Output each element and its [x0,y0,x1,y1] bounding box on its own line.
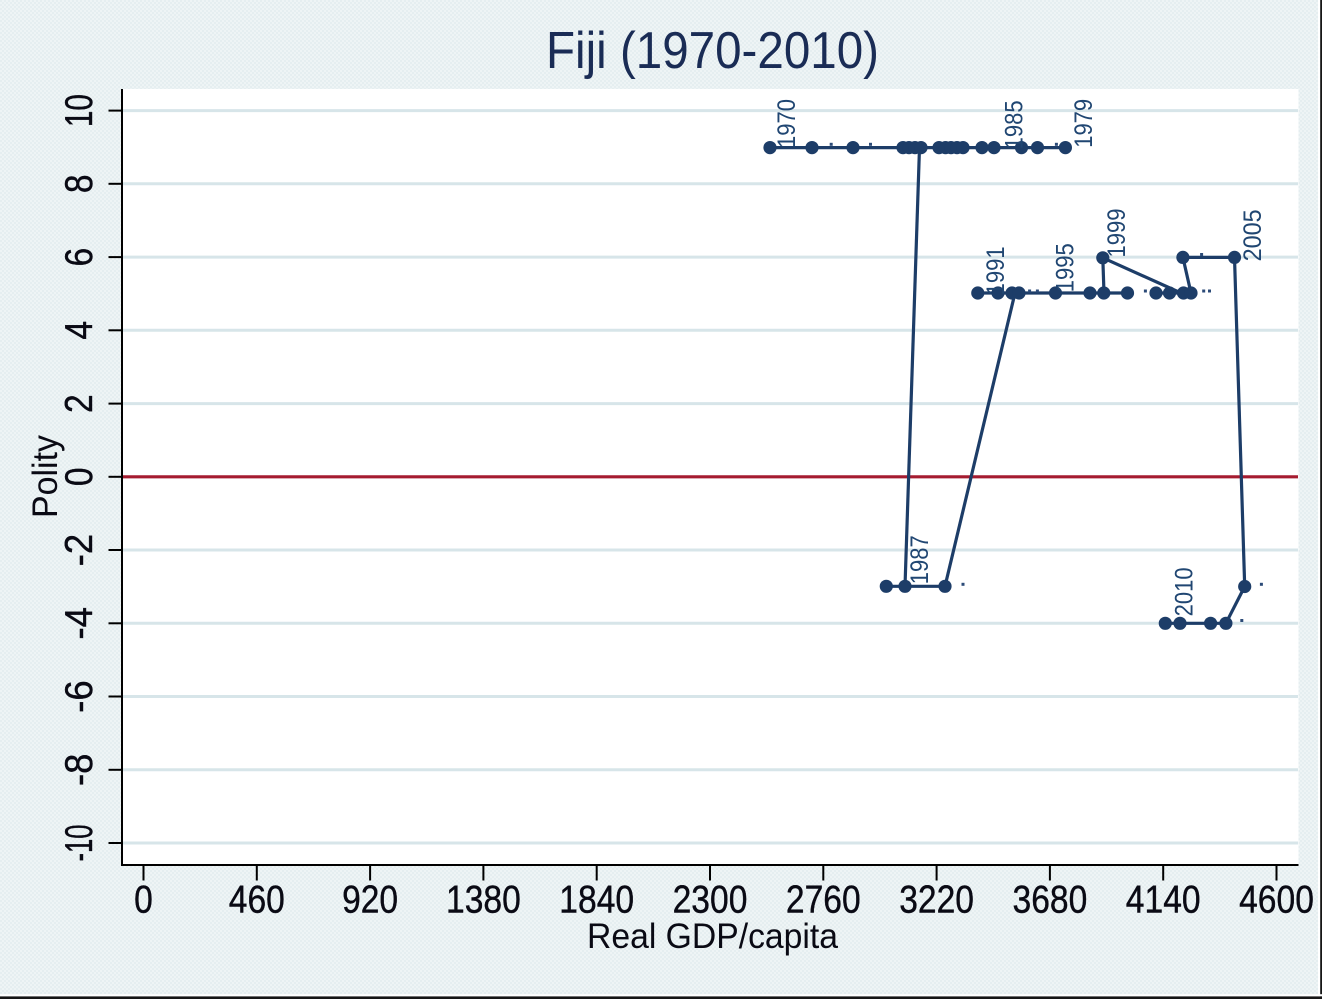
svg-text:Polity: Polity [26,435,65,518]
svg-text:-8: -8 [58,754,101,787]
svg-text:4140: 4140 [1126,879,1201,922]
svg-text:-2: -2 [58,534,101,567]
svg-text:3220: 3220 [899,879,974,922]
svg-text:1380: 1380 [446,879,521,922]
svg-text:6: 6 [58,248,101,267]
svg-text:1991: 1991 [982,246,1010,295]
svg-text:2: 2 [58,394,101,413]
svg-text:-4: -4 [58,607,101,640]
svg-text:-10: -10 [58,825,101,862]
svg-text:Real GDP/capita: Real GDP/capita [587,917,839,956]
svg-text:2005: 2005 [1239,209,1267,261]
svg-text:1970: 1970 [773,99,801,148]
svg-text:2760: 2760 [786,879,861,922]
svg-text:0: 0 [134,879,153,922]
svg-text:10: 10 [58,94,101,127]
svg-text:Fiji (1970-2010): Fiji (1970-2010) [546,21,879,79]
svg-text:2300: 2300 [673,879,748,922]
svg-text:1999: 1999 [1103,209,1131,258]
svg-text:0: 0 [58,467,101,486]
svg-text:3680: 3680 [1013,879,1088,922]
svg-text:1985: 1985 [1001,100,1029,149]
svg-text:460: 460 [229,879,285,922]
svg-text:1995: 1995 [1051,243,1079,292]
svg-text:1979: 1979 [1070,99,1098,148]
svg-text:4: 4 [58,321,101,340]
svg-text:4600: 4600 [1239,879,1314,922]
svg-text:920: 920 [342,879,398,922]
svg-text:1987: 1987 [906,535,934,584]
svg-text:2010: 2010 [1171,567,1199,616]
svg-text:8: 8 [58,174,101,193]
svg-text:1840: 1840 [559,879,634,922]
svg-text:-6: -6 [58,680,101,713]
